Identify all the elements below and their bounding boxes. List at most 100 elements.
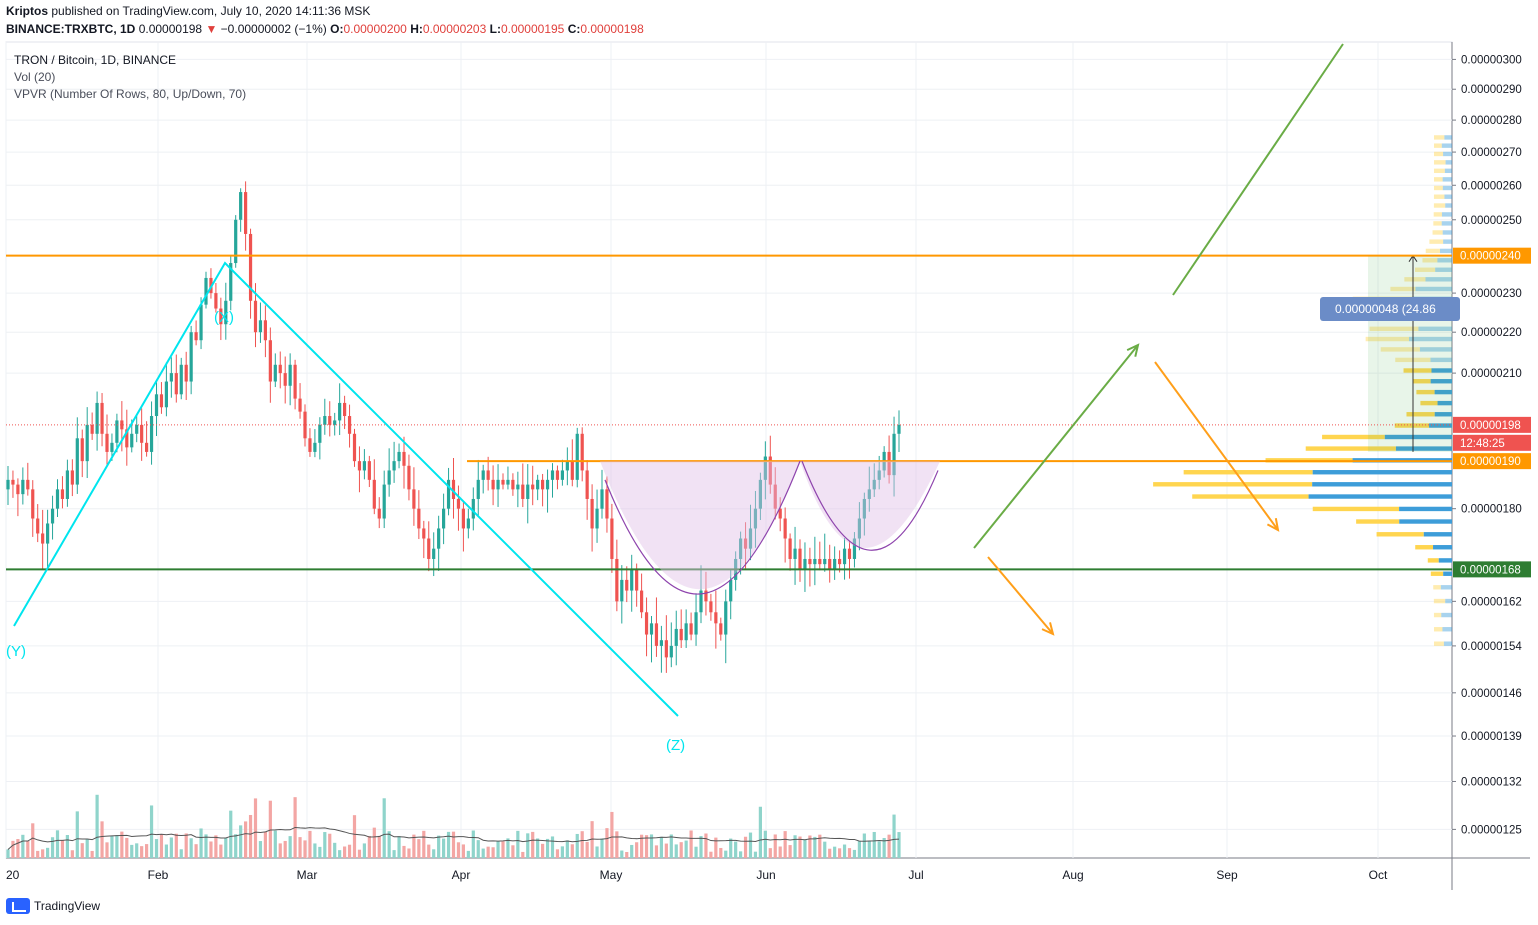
legend-volume[interactable]: Vol (20) (14, 70, 56, 84)
volume-bar (560, 846, 564, 858)
price-badge (1453, 247, 1531, 264)
volume-bar (248, 814, 253, 858)
volume-bar (714, 837, 718, 858)
volume-bar (679, 842, 683, 858)
volume-bar (823, 841, 827, 858)
vpvr-bar-down (1433, 627, 1443, 632)
volume-bar (55, 830, 60, 858)
vpvr-bar-down (1434, 135, 1445, 140)
volume-bar (6, 849, 10, 858)
volume-bar (640, 834, 644, 858)
vpvr-bar-down (1369, 326, 1419, 332)
xyz-pattern-line (13, 261, 679, 717)
volume-bar (526, 833, 530, 858)
vpvr-bar-up (1434, 389, 1452, 395)
candle-body (798, 548, 802, 570)
candle-body (90, 424, 94, 434)
candle-body (229, 263, 233, 301)
volume-bar (253, 798, 258, 858)
volume-bar (635, 842, 639, 858)
x-tick-label: Sep (1216, 868, 1238, 882)
candle-body (234, 219, 238, 264)
legend-vpvr[interactable]: VPVR (Number Of Rows, 80, Up/Down, 70) (14, 87, 247, 101)
publisher-name[interactable]: Kriptos (6, 4, 48, 18)
candle-body (555, 470, 560, 480)
volume-bar (808, 835, 812, 858)
legend-main-series[interactable]: TRON / Bitcoin, 1D, BINANCE (14, 53, 177, 67)
y-tick-label: 0.00000154 (1461, 641, 1522, 653)
candle-body (580, 433, 584, 471)
candle-body (862, 498, 866, 519)
volume-bar (541, 843, 545, 858)
vpvr-bar-up (1437, 400, 1452, 406)
low-value: 0.00000195 (500, 22, 565, 36)
volume-bar (60, 839, 65, 858)
volume-bar (85, 838, 89, 858)
candle-body (288, 364, 292, 386)
volume-bar (862, 833, 866, 858)
close-label: C: (567, 22, 581, 36)
candle-body (31, 489, 35, 519)
volume-bar (798, 836, 802, 858)
volume-bar (833, 846, 837, 858)
vpvr-bar-up (1444, 168, 1452, 174)
candle-body (347, 416, 352, 434)
candle-body (456, 498, 461, 509)
published-text: published on TradingView.com, July 10, 2… (51, 4, 371, 18)
vpvr-bar-up (1438, 558, 1452, 563)
candle-body (164, 381, 168, 408)
y-tick-label: 0.00000125 (1461, 824, 1522, 836)
candle-body (833, 558, 837, 570)
vpvr-bar-up (1409, 336, 1452, 342)
candle-body (605, 489, 609, 519)
volume-bar (352, 815, 357, 858)
vpvr-bar-down (1427, 558, 1439, 563)
volume-bar (882, 837, 886, 858)
tradingview-brand[interactable]: TradingView (34, 899, 101, 913)
candle-body (506, 479, 510, 485)
volume-bar (788, 845, 792, 858)
candle-body (140, 424, 144, 443)
high-value: 0.00000203 (422, 22, 487, 36)
volume-bar (159, 834, 164, 858)
candle-body (724, 601, 728, 635)
volume-bar (31, 823, 35, 858)
x-tick-label: Jun (756, 868, 775, 882)
vpvr-bar-down (1406, 412, 1435, 417)
volume-bar (674, 844, 678, 858)
price-badge-label: 0.00000190 (1460, 456, 1521, 468)
volume-bar (610, 811, 614, 858)
candle-body (397, 451, 401, 462)
volume-bar (857, 840, 861, 858)
candle-body (714, 612, 718, 624)
vpvr-bar-up (1442, 230, 1452, 235)
volume-bar (125, 837, 129, 858)
volume-bar (214, 835, 218, 858)
candle-body (630, 569, 634, 591)
vpvr-bar-down (1433, 641, 1444, 646)
x-tick-label: Aug (1062, 868, 1083, 882)
volume-bar (219, 844, 223, 858)
volume-bar (36, 850, 40, 858)
candle-body (828, 558, 832, 570)
volume-bar (739, 851, 743, 858)
volume-bar (536, 838, 540, 858)
vpvr-bar-down (1429, 239, 1444, 244)
volume-bar (768, 848, 772, 858)
volume-bar (630, 844, 634, 858)
vpvr-bar-up (1444, 194, 1452, 199)
volume-bar (852, 849, 857, 858)
candle-body (36, 518, 40, 534)
volume-bar (783, 831, 787, 858)
volume-bar (748, 832, 753, 858)
volume-bar (417, 839, 421, 858)
volume-bar (773, 834, 777, 858)
candle-body (85, 424, 89, 462)
candle-body (818, 558, 822, 565)
volume-bar (90, 850, 94, 858)
y-tick-label: 0.00000230 (1461, 288, 1522, 300)
cup-curve (604, 460, 801, 595)
candle-body (323, 416, 327, 425)
vpvr-bar-up (1435, 267, 1452, 272)
